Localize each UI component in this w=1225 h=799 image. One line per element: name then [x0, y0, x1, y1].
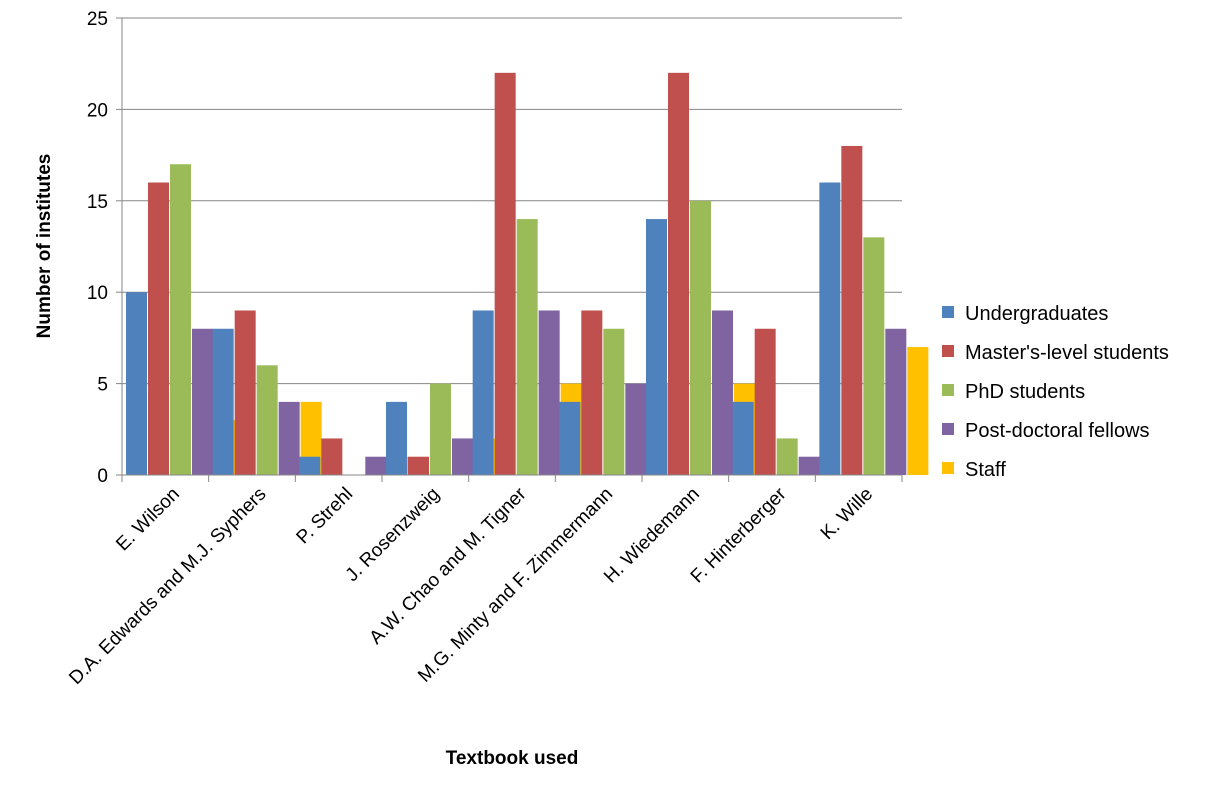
legend-swatch: [942, 345, 954, 357]
bar-2-3: [321, 438, 343, 475]
bar-4-7: [712, 310, 733, 475]
y-ticks: 0 5 10 15 20 25: [87, 9, 122, 487]
bar-2-7: [668, 72, 689, 475]
bar-2-4: [408, 456, 429, 475]
legend-label: PhD students: [965, 381, 1085, 403]
legend-swatch: [942, 423, 954, 435]
x-tick-label: P. Strehl: [293, 484, 358, 549]
bar-3-8: [776, 438, 798, 475]
bar-3-7: [690, 200, 711, 476]
legend: Undergraduates Master's-level students PhD…: [942, 303, 1169, 481]
bar-4-6: [625, 383, 647, 475]
y-tick-label: 0: [97, 466, 108, 487]
y-tick-label: 20: [87, 100, 108, 121]
x-tick-label: A.W. Chao and M. Tigner: [366, 483, 531, 648]
bar-3-1: [170, 164, 191, 476]
bar-4-2: [278, 401, 300, 475]
legend-label: Post-doctoral fellows: [965, 420, 1150, 442]
bar-1-2: [212, 328, 234, 475]
legend-label: Master's-level students: [965, 342, 1169, 364]
bar-2-6: [581, 310, 603, 475]
bar-3-5: [516, 219, 538, 475]
bar-4-8: [798, 456, 820, 475]
bar-4-3: [365, 456, 387, 475]
x-tick-label: M.G. Minty and F. Zimmermann: [414, 484, 617, 687]
bar-1-9: [819, 182, 841, 475]
bars: [126, 72, 929, 476]
legend-label: Undergraduates: [965, 303, 1108, 325]
bar-1-1: [126, 292, 147, 475]
bar-2-1: [148, 182, 169, 475]
axes: [121, 18, 902, 476]
y-tick-label: 15: [87, 192, 108, 213]
y-tick-label: 10: [87, 283, 108, 304]
bar-2-5: [494, 72, 516, 475]
legend-label: Staff: [965, 459, 1006, 481]
x-tick-label: E. Wilson: [112, 484, 184, 556]
bar-4-9: [885, 328, 907, 475]
x-axis-title: Textbook used: [446, 748, 579, 769]
bar-3-9: [863, 237, 885, 475]
bar-1-8: [732, 401, 754, 475]
bar-4-4: [452, 438, 473, 475]
bar-2-8: [754, 328, 776, 475]
bar-1-4: [386, 401, 407, 475]
y-tick-label: 25: [87, 9, 108, 30]
bar-1-5: [472, 310, 494, 475]
bar-1-3: [299, 456, 321, 475]
x-tick-label: K. Wille: [817, 484, 877, 544]
legend-swatch: [942, 306, 954, 318]
y-axis-title: Number of institutes: [34, 154, 55, 339]
bar-3-4: [430, 383, 451, 475]
bar-3-6: [603, 328, 625, 475]
bar-1-6: [559, 401, 581, 475]
y-tick-label: 5: [97, 375, 108, 396]
bar-3-2: [256, 365, 278, 475]
x-ticks: [121, 475, 903, 482]
bar-2-2: [234, 310, 256, 475]
bar-5-9: [907, 347, 929, 475]
bar-4-1: [192, 328, 213, 475]
bar-4-5: [538, 310, 560, 475]
bar-2-9: [841, 145, 863, 475]
legend-swatch: [942, 462, 954, 474]
bar-1-7: [646, 219, 667, 475]
legend-swatch: [942, 384, 954, 396]
